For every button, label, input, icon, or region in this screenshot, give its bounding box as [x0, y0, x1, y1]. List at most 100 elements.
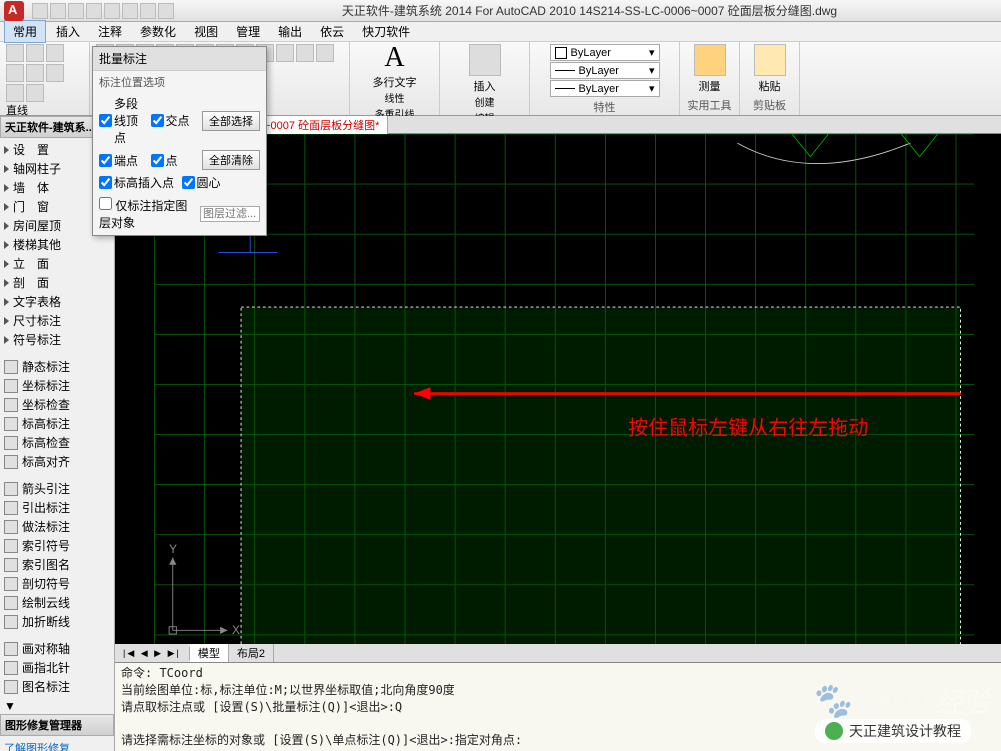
group-name: 实用工具 [686, 95, 733, 113]
mtext-label[interactable]: 多行文字 [373, 74, 417, 90]
draw-icon[interactable] [6, 84, 24, 102]
tab-yiyun[interactable]: 依云 [312, 21, 352, 42]
draw-icon[interactable] [46, 64, 64, 82]
titlebar: 天正软件-建筑系统 2014 For AutoCAD 2010 14S214-S… [0, 0, 1001, 22]
ribbon-group-block: 插入 创建 编辑 编辑属性 块 [440, 42, 530, 115]
tab-model[interactable]: 模型 [190, 644, 229, 662]
sidebar-item[interactable]: 尺寸标注 [0, 311, 114, 330]
sidebar-item[interactable]: 剖切符号 [0, 574, 114, 593]
qat-icon[interactable] [104, 3, 120, 19]
quick-access-toolbar [28, 3, 178, 19]
tab-annotate[interactable]: 注释 [90, 21, 130, 42]
draw-icon[interactable] [26, 44, 44, 62]
sidebar-item[interactable]: 标高对齐 [0, 452, 114, 471]
tab-view[interactable]: 视图 [186, 21, 226, 42]
sidebar-item[interactable]: 画指北针 [0, 658, 114, 677]
insert-label: 插入 [474, 78, 496, 94]
ribbon-group-clipboard: 粘贴 剪贴板 [740, 42, 800, 115]
popup-btn[interactable]: 全部清除 [202, 150, 260, 170]
category-list-2: 静态标注坐标标注坐标检查标高标注标高检查标高对齐 [0, 355, 114, 473]
popup-title: 批量标注 [93, 47, 266, 71]
sidebar-item[interactable]: 静态标注 [0, 357, 114, 376]
measure-label: 测量 [699, 78, 721, 94]
filter-check[interactable]: 仅标注指定图层对象 [99, 197, 194, 231]
tab-home[interactable]: 常用 [4, 20, 46, 43]
tab-insert[interactable]: 插入 [48, 21, 88, 42]
category-list-4: 画对称轴画指北针图名标注 [0, 637, 114, 698]
measure-icon[interactable] [694, 44, 726, 76]
paste-label: 粘贴 [759, 78, 781, 94]
repair-header[interactable]: 图形修复管理器 [0, 714, 114, 736]
ribbon-tabs: 常用 插入 注释 参数化 视图 管理 输出 依云 快刀软件 [0, 22, 1001, 42]
tab-kuaidao[interactable]: 快刀软件 [354, 21, 418, 42]
sidebar-item[interactable]: 立 面 [0, 254, 114, 273]
draw-icon[interactable] [46, 44, 64, 62]
sidebar-item[interactable]: 剖 面 [0, 273, 114, 292]
instruction-text: 按住鼠标左键从右往左拖动 [628, 417, 868, 440]
draw-icon[interactable] [26, 84, 44, 102]
sidebar-item[interactable]: 引出标注 [0, 498, 114, 517]
sidebar-item[interactable]: 绘制云线 [0, 593, 114, 612]
tab-parametric[interactable]: 参数化 [132, 21, 184, 42]
qat-icon[interactable] [32, 3, 48, 19]
draw-icon[interactable] [6, 64, 24, 82]
sidebar-item[interactable]: 坐标检查 [0, 395, 114, 414]
lw-bylayer[interactable]: ByLayer▾ [550, 62, 660, 79]
sidebar-item[interactable]: 图名标注 [0, 677, 114, 696]
sidebar-item[interactable]: 加折断线 [0, 612, 114, 631]
qat-icon[interactable] [122, 3, 138, 19]
line-icon[interactable] [6, 44, 24, 62]
sidebar-item[interactable]: 标高标注 [0, 414, 114, 433]
watermark-baidu: 🐾 Baidu 经验 [809, 681, 991, 721]
ribbon-group-annotate: A 多行文字 线性 多重引线 表格 注释 [350, 42, 440, 115]
group-name: 特性 [536, 97, 673, 115]
ribbon-group-properties: ByLayer▾ ByLayer▾ ByLayer▾ 特性 [530, 42, 680, 115]
tab-manage[interactable]: 管理 [228, 21, 268, 42]
layer-filter-input[interactable] [200, 206, 260, 222]
text-big-icon[interactable]: A [384, 44, 404, 72]
qat-icon[interactable] [50, 3, 66, 19]
window-title: 天正软件-建筑系统 2014 For AutoCAD 2010 14S214-S… [178, 2, 1001, 19]
sidebar-item[interactable]: 符号标注 [0, 330, 114, 349]
linear-label[interactable]: 线性 [385, 90, 405, 105]
layout-tabs: |◀ ◀ ▶ ▶| 模型 布局2 [115, 644, 1001, 662]
watermark-tutorial: 天正建筑设计教程 [815, 719, 971, 743]
paste-icon[interactable] [754, 44, 786, 76]
sidebar-item[interactable]: 标高检查 [0, 433, 114, 452]
category-list-3: 箭头引注引出标注做法标注索引符号索引图名剖切符号绘制云线加折断线 [0, 477, 114, 633]
qat-icon[interactable] [68, 3, 84, 19]
sidebar-item[interactable]: 文字表格 [0, 292, 114, 311]
block-insert-icon[interactable] [469, 44, 501, 76]
tab-layout[interactable]: 布局2 [229, 644, 274, 662]
tab-output[interactable]: 输出 [270, 21, 310, 42]
wechat-icon [825, 722, 843, 740]
svg-text:X: X [232, 623, 240, 637]
draw-icon[interactable] [26, 64, 44, 82]
mod-icon[interactable] [296, 44, 314, 62]
sidebar-item[interactable]: 箭头引注 [0, 479, 114, 498]
sidebar-item[interactable]: 楼梯其他 [0, 235, 114, 254]
svg-text:Y: Y [169, 542, 177, 556]
sidebar-item[interactable]: 索引符号 [0, 536, 114, 555]
create-label[interactable]: 创建 [475, 94, 495, 109]
more-indicator[interactable]: ▼ [0, 698, 114, 714]
mod-icon[interactable] [276, 44, 294, 62]
app-logo-icon [4, 1, 24, 21]
color-bylayer[interactable]: ByLayer▾ [550, 44, 660, 61]
qat-icon[interactable] [140, 3, 156, 19]
tab-nav-arrows[interactable]: |◀ ◀ ▶ ▶| [115, 647, 190, 660]
sidebar-item[interactable]: 做法标注 [0, 517, 114, 536]
crossing-selection-window [241, 307, 960, 644]
mod-icon[interactable] [316, 44, 334, 62]
ribbon-group-utils: 测量 实用工具 [680, 42, 740, 115]
qat-icon[interactable] [158, 3, 174, 19]
paw-icon: 🐾 [809, 681, 851, 721]
lt-bylayer[interactable]: ByLayer▾ [550, 80, 660, 97]
sidebar-item[interactable]: 画对称轴 [0, 639, 114, 658]
repair-link[interactable]: 了解图形修复 [0, 736, 114, 751]
sidebar-item[interactable]: 索引图名 [0, 555, 114, 574]
sidebar-item[interactable]: 坐标标注 [0, 376, 114, 395]
group-name: 剪贴板 [746, 95, 793, 113]
qat-icon[interactable] [86, 3, 102, 19]
popup-btn[interactable]: 全部选择 [202, 111, 260, 131]
